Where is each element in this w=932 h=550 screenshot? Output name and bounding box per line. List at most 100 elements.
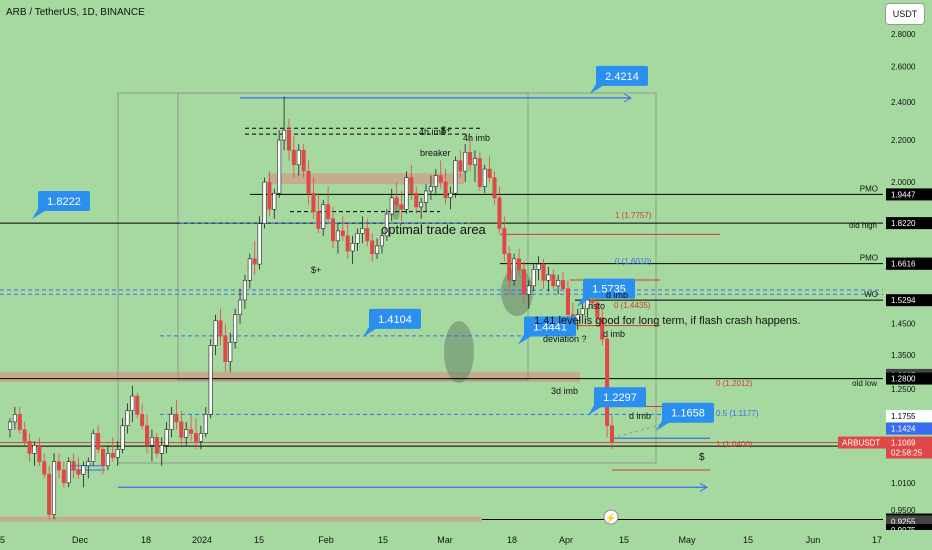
annotation-text: 0 (1.2012) xyxy=(716,379,753,388)
current-price: 1.1069 xyxy=(891,439,916,448)
currency-button[interactable]: USDT xyxy=(885,3,925,25)
candle-body xyxy=(575,314,580,321)
candle-body xyxy=(561,280,566,289)
deviation-ellipse xyxy=(444,321,474,383)
candle-body xyxy=(169,414,174,430)
candle-body xyxy=(311,192,316,212)
candle-body xyxy=(81,465,86,475)
callout-label: 1.4441 xyxy=(533,321,567,333)
candle-body xyxy=(448,192,453,199)
y-tick-label: 1.2500 xyxy=(891,385,916,394)
supply-zone xyxy=(0,371,580,383)
candle-body xyxy=(453,160,458,194)
callout-tail xyxy=(363,326,379,337)
demand-zone xyxy=(0,516,482,522)
x-tick-label: 15 xyxy=(619,535,629,545)
candle-body xyxy=(213,320,218,346)
callout-box xyxy=(596,65,648,86)
annotation-text: 1.41 level is good for long term, if fla… xyxy=(534,315,801,327)
callout-box xyxy=(662,402,714,423)
flash-icon xyxy=(603,509,619,525)
candle-body xyxy=(335,230,340,242)
candle-body xyxy=(228,341,233,362)
price-label-bg xyxy=(886,410,932,423)
candle-body xyxy=(22,429,27,442)
candle-body xyxy=(96,433,101,450)
candle-body xyxy=(355,233,360,244)
candle-body xyxy=(135,395,140,415)
candle-body xyxy=(277,139,282,194)
candle-body xyxy=(556,280,561,287)
annotation-text: d imb xyxy=(606,290,628,300)
candle-body xyxy=(120,425,125,450)
candle-body xyxy=(115,449,120,458)
candle-body xyxy=(100,449,106,467)
annotation-text: $+ xyxy=(441,125,451,135)
annotation-text: d imb xyxy=(629,411,651,421)
price-label-bg xyxy=(886,372,932,385)
candle-body xyxy=(247,258,252,281)
candle-body xyxy=(86,461,91,467)
annotation-text: 1 (1.7757) xyxy=(615,211,652,220)
candle-body xyxy=(409,177,414,194)
candle-body xyxy=(565,288,570,315)
candle-body xyxy=(600,317,605,340)
candle-body xyxy=(526,285,531,295)
candle-body xyxy=(47,473,52,515)
candle-body xyxy=(61,469,66,484)
candle-body xyxy=(443,181,448,199)
candle-body xyxy=(105,453,110,467)
symbol-tag: ARBUSDT xyxy=(842,439,880,448)
candle-body xyxy=(71,461,76,471)
price-label: 0.9255 xyxy=(891,517,916,526)
level-label: old high xyxy=(849,221,877,230)
candle-body xyxy=(291,149,296,166)
candle-body xyxy=(541,263,546,281)
annotation-text: 3d imb xyxy=(551,386,578,396)
x-tick-label: 15 xyxy=(378,535,388,545)
candle-body xyxy=(286,129,291,151)
callout-box xyxy=(38,191,90,212)
candle-body xyxy=(590,299,595,304)
candle-body xyxy=(242,280,247,301)
y-tick-label: 0.9500 xyxy=(891,506,916,515)
candle-body xyxy=(394,197,399,205)
candle-body xyxy=(609,425,615,443)
candle-body xyxy=(32,444,37,454)
y-tick-label: 2.4000 xyxy=(891,98,916,107)
candle-body xyxy=(262,181,267,224)
candle-body xyxy=(203,414,208,434)
callout-label: 1.1658 xyxy=(671,408,705,420)
annotation-text: $+ xyxy=(311,265,321,275)
annotation-text: breaker xyxy=(420,148,451,158)
candle-body xyxy=(468,151,473,166)
callout-tail xyxy=(656,420,672,431)
level-label: PMO xyxy=(860,254,878,263)
x-tick-label: 17 xyxy=(872,535,882,545)
candle-body xyxy=(296,149,301,166)
candle-body xyxy=(487,168,492,178)
countdown: 02:58:25 xyxy=(891,449,923,458)
candle-body xyxy=(580,308,585,315)
candle-body xyxy=(419,202,424,208)
annotation-text: 0 (1.6010) xyxy=(615,257,652,266)
arrow-1-0 xyxy=(699,482,709,492)
candle-body xyxy=(164,429,169,446)
price-label: 1.8220 xyxy=(891,219,916,228)
x-tick-label: Feb xyxy=(318,535,334,545)
candle-body xyxy=(7,421,13,430)
y-tick-label: 2.8000 xyxy=(891,30,916,39)
arrow-2-4214 xyxy=(623,93,633,103)
x-tick-label: Apr xyxy=(559,535,573,545)
candle-body xyxy=(184,429,189,438)
candle-body xyxy=(595,302,600,318)
candle-body xyxy=(52,461,57,515)
candle-body xyxy=(149,437,154,446)
annotation-text: 4h imb xyxy=(419,127,446,137)
candle-body xyxy=(140,414,145,427)
price-label: 1.1424 xyxy=(891,425,916,434)
candle-body xyxy=(267,181,272,210)
candle-body xyxy=(17,414,22,430)
candle-body xyxy=(433,175,438,187)
